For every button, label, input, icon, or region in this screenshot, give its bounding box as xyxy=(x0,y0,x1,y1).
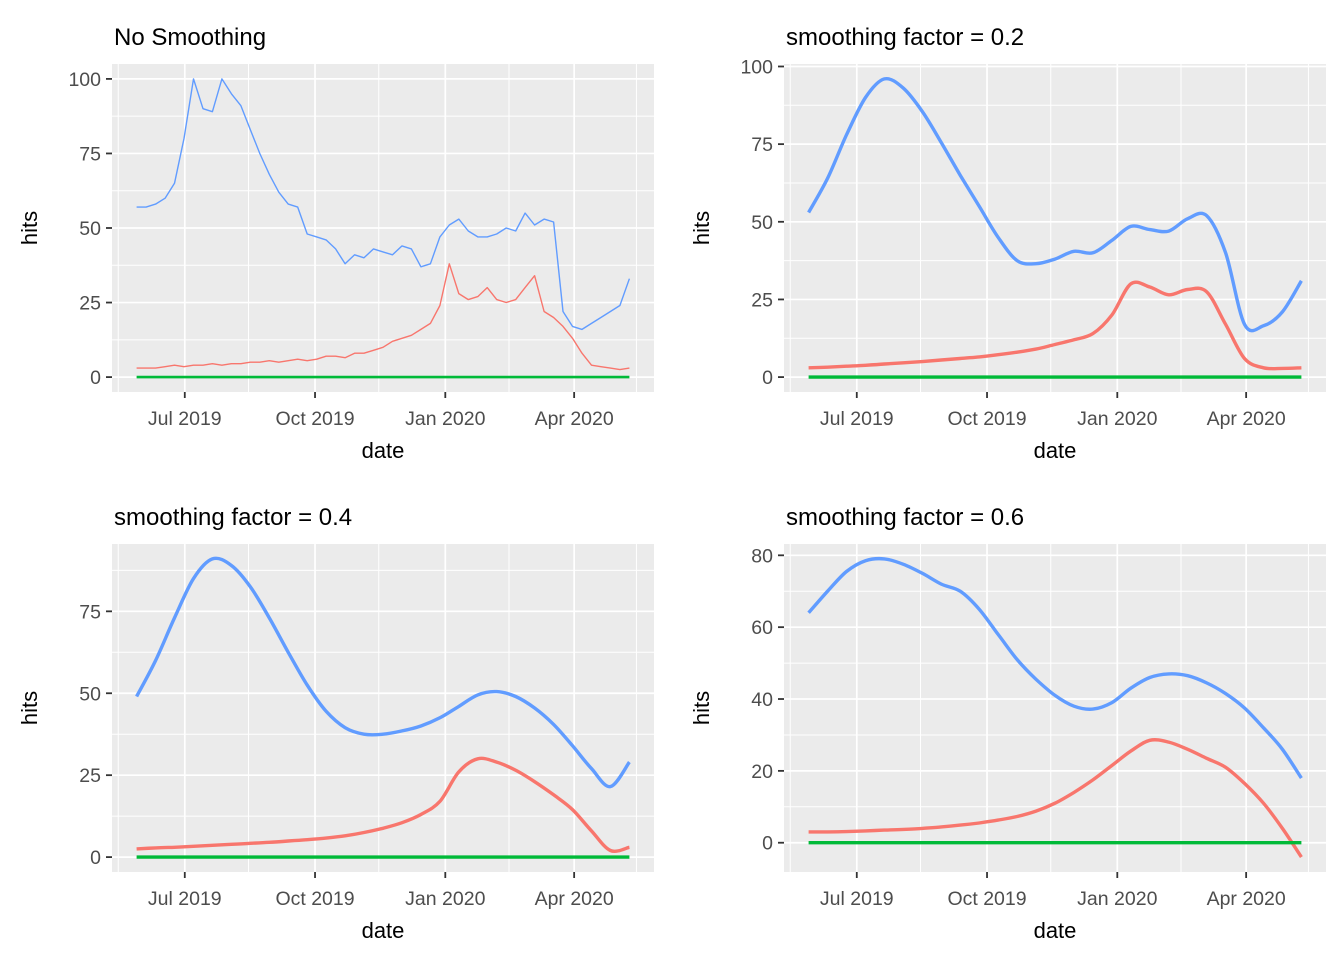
y-tick-label: 0 xyxy=(90,367,101,389)
x-tick-label: Jul 2019 xyxy=(148,888,222,910)
series-line-red xyxy=(808,738,1303,859)
x-tick-label: Oct 2019 xyxy=(947,888,1026,910)
x-tick-label: Apr 2020 xyxy=(1207,888,1286,910)
y-tick-label: 80 xyxy=(751,545,773,567)
x-tick-label: Jul 2019 xyxy=(820,408,894,430)
x-tick-label: Jan 2020 xyxy=(405,888,485,910)
y-tick-label: 0 xyxy=(90,847,101,869)
series-line-blue xyxy=(807,556,1303,780)
x-tick-label: Jan 2020 xyxy=(1077,408,1157,430)
x-tick-label: Jul 2019 xyxy=(820,888,894,910)
x-tick-label: Oct 2019 xyxy=(275,888,354,910)
panel-smoothing-0-4: smoothing factor = 0.4 hits Jul 2019 Oct … xyxy=(0,480,672,960)
panel-smoothing-0-6: smoothing factor = 0.6 hits Jul 2019 Oct … xyxy=(672,480,1344,960)
x-axis-title: date xyxy=(361,918,405,943)
plot-canvas-1: Jul 2019 Oct 2019 Jan 2020 Apr 2020 0 25 50 75 1… xyxy=(740,56,1326,430)
x-axis-title: date xyxy=(1033,438,1077,463)
chart-title: No Smoothing xyxy=(114,24,267,51)
x-tick-label: Apr 2020 xyxy=(535,408,614,430)
y-tick-label: 25 xyxy=(79,293,101,315)
series-line-blue xyxy=(136,78,631,331)
y-tick-label: 20 xyxy=(751,761,773,783)
y-tick-label: 75 xyxy=(79,143,101,165)
y-tick-label: 40 xyxy=(751,689,773,711)
chart-title: smoothing factor = 0.6 xyxy=(786,504,1025,531)
y-tick-label: 50 xyxy=(751,212,773,234)
y-tick-label: 0 xyxy=(762,833,773,855)
x-tick-label: Jan 2020 xyxy=(1077,888,1157,910)
series-line-blue xyxy=(807,76,1303,333)
series-line-red xyxy=(136,756,630,853)
x-tick-label: Apr 2020 xyxy=(535,888,614,910)
y-tick-label: 50 xyxy=(79,683,101,705)
plot-canvas-2: Jul 2019 Oct 2019 Jan 2020 Apr 2020 0 25 50 75 xyxy=(79,544,654,910)
x-tick-label: Oct 2019 xyxy=(947,408,1026,430)
x-axis-title: date xyxy=(361,438,405,463)
plot-canvas-3: Jul 2019 Oct 2019 Jan 2020 Apr 2020 0 20 40 60 8… xyxy=(751,544,1326,910)
series-line-blue xyxy=(135,556,631,789)
x-tick-label: Oct 2019 xyxy=(275,408,354,430)
plot-canvas-0: Jul 2019 Oct 2019 Jan 2020 Apr 2020 0 25 50 75 1… xyxy=(68,64,654,430)
x-tick-label: Jan 2020 xyxy=(405,408,485,430)
chart-title: smoothing factor = 0.2 xyxy=(786,24,1025,51)
panel-background xyxy=(784,64,1326,392)
x-tick-label: Apr 2020 xyxy=(1207,408,1286,430)
series-line-red xyxy=(136,263,630,371)
y-tick-label: 100 xyxy=(740,56,773,78)
y-tick-label: 25 xyxy=(79,765,101,787)
panel-background xyxy=(112,544,654,872)
y-tick-label: 75 xyxy=(79,601,101,623)
panel-smoothing-0-2: smoothing factor = 0.2 hits Jul 2019 Oct … xyxy=(672,0,1344,480)
x-tick-label: Jul 2019 xyxy=(148,408,222,430)
y-tick-label: 75 xyxy=(751,134,773,156)
y-tick-label: 50 xyxy=(79,218,101,240)
y-tick-label: 25 xyxy=(751,289,773,311)
y-tick-label: 100 xyxy=(68,69,101,91)
y-tick-label: 0 xyxy=(762,367,773,389)
panel-background xyxy=(784,544,1326,872)
x-axis-title: date xyxy=(1033,918,1077,943)
chart-title: smoothing factor = 0.4 xyxy=(114,504,353,531)
y-tick-label: 60 xyxy=(751,617,773,639)
series-line-red xyxy=(808,280,1302,371)
panel-no-smoothing: No Smoothing hits Jul 2019 Oct 2019 Jan 20… xyxy=(0,0,672,480)
